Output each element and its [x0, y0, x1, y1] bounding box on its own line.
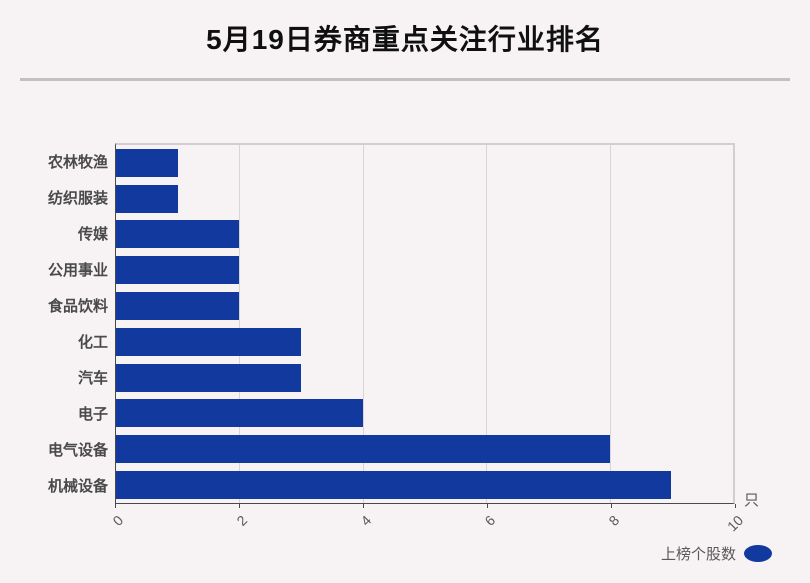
- x-tick-mark: [238, 504, 240, 508]
- category-label: 电气设备: [47, 442, 108, 460]
- bar-化工: [116, 327, 302, 356]
- legend: 上榜个股数: [661, 543, 772, 564]
- category-label: 机械设备: [47, 478, 108, 496]
- x-tick-mark: [114, 504, 116, 508]
- bar-汽车: [116, 363, 302, 392]
- x-tick-label: 8: [605, 512, 623, 529]
- bar-农林牧渔: [116, 148, 178, 177]
- bar-row: [116, 145, 733, 181]
- category-label: 纺织服装: [47, 189, 108, 207]
- x-tick-label: 6: [481, 512, 499, 529]
- x-tick-mark: [734, 504, 736, 508]
- x-axis: 0 2 4 6 8 10: [109, 504, 746, 552]
- bar-电气设备: [116, 435, 610, 464]
- gridline-x-8: [609, 145, 611, 503]
- bar-row: [116, 396, 733, 432]
- bar-食品饮料: [116, 292, 240, 321]
- bar-row: [116, 181, 733, 217]
- bar-公用事业: [116, 256, 240, 285]
- bar-row: [116, 288, 733, 324]
- x-tick-label: 4: [357, 512, 375, 529]
- y-axis-labels: 农林牧渔纺织服装传媒公用事业食品饮料化工汽车电子电气设备机械设备: [0, 143, 108, 504]
- category-label: 传媒: [77, 225, 108, 243]
- legend-label: 上榜个股数: [660, 546, 736, 563]
- x-tick-label: 0: [109, 512, 127, 529]
- x-tick-mark: [362, 504, 364, 508]
- category-label: 公用事业: [47, 261, 108, 279]
- legend-marker-icon: [744, 545, 772, 562]
- bar-row: [116, 467, 733, 503]
- bar-row: [116, 324, 733, 360]
- x-tick-label: 2: [233, 512, 251, 529]
- category-label: 汽车: [77, 370, 108, 388]
- bar-纺织服装: [116, 184, 178, 213]
- bar-机械设备: [116, 471, 672, 500]
- plot-area: [115, 143, 735, 504]
- bar-row: [116, 252, 733, 288]
- bar-row: [116, 431, 733, 467]
- x-tick-mark: [610, 504, 612, 508]
- category-label: 食品饮料: [47, 297, 108, 315]
- x-axis-unit-label: 只: [744, 492, 760, 509]
- bar-传媒: [116, 220, 240, 249]
- bar-电子: [116, 399, 363, 428]
- chart-title: 5月19日券商重点关注行业排名: [206, 24, 604, 55]
- title-separator: [20, 78, 790, 81]
- gridline-x-6: [486, 145, 488, 503]
- bar-row: [116, 360, 733, 396]
- gridline-x-2: [239, 145, 241, 503]
- x-tick-mark: [486, 504, 488, 508]
- category-label: 电子: [77, 406, 108, 424]
- category-label: 农林牧渔: [47, 153, 108, 171]
- category-label: 化工: [77, 334, 108, 352]
- bar-row: [116, 217, 733, 253]
- gridline-x-4: [362, 145, 364, 503]
